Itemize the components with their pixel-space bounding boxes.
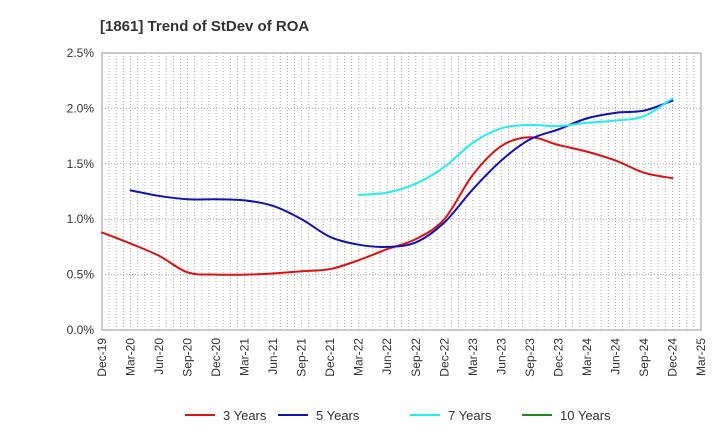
y-tick-label: 2.0% [67,101,95,115]
series-line-3-years [101,136,674,276]
x-tick-label: Mar-21 [238,338,252,376]
x-tick-label: Sep-23 [523,338,537,377]
x-tick-label: Jun-21 [266,338,280,375]
x-tick-label: Jun-22 [380,338,394,375]
legend-label-3-years: 3 Years [223,408,267,423]
y-axis: 0.0% 0.5% 1.0% 1.5% 2.0% 2.5% [67,46,95,337]
x-tick-label: Sep-20 [181,338,195,377]
x-tick-label: Mar-24 [580,338,594,376]
x-tick-label: Jun-20 [152,338,166,375]
x-tick-label: Dec-21 [323,338,337,377]
x-tick-label: Dec-23 [551,338,565,377]
legend-label-7-years: 7 Years [448,408,492,423]
x-tick-label: Mar-25 [694,338,708,376]
x-tick-label: Dec-22 [437,338,451,377]
x-tick-label: Sep-24 [637,338,651,377]
x-tick-label: Dec-19 [95,338,109,377]
x-tick-label: Jun-23 [494,338,508,375]
legend-label-5-years: 5 Years [316,408,360,423]
x-tick-label: Mar-22 [352,338,366,376]
series-line-5-years [129,99,674,248]
x-axis: Dec-19 Mar-20 Jun-20 Sep-20 Dec-20 Mar-21 Jun-… [95,338,708,377]
x-tick-label: Jun-24 [608,338,622,375]
chart-title: [1861] Trend of StDev of ROA [100,18,309,35]
y-tick-label: 1.5% [67,157,95,171]
legend: 3 Years 5 Years 7 Years 10 Years [185,408,611,423]
x-tick-label: Dec-20 [209,338,223,377]
x-tick-label: Mar-20 [124,338,138,376]
x-tick-label: Sep-22 [409,338,423,377]
series-lines [101,97,674,276]
y-tick-label: 1.0% [67,212,95,226]
legend-label-10-years: 10 Years [560,408,611,423]
y-tick-label: 0.0% [67,323,95,337]
y-tick-label: 0.5% [67,268,95,282]
grid [102,53,701,330]
y-tick-label: 2.5% [67,46,95,60]
series-line-7-years [357,97,674,196]
x-tick-label: Sep-21 [295,338,309,377]
x-tick-label: Dec-24 [665,338,679,377]
x-tick-label: Mar-23 [466,338,480,376]
